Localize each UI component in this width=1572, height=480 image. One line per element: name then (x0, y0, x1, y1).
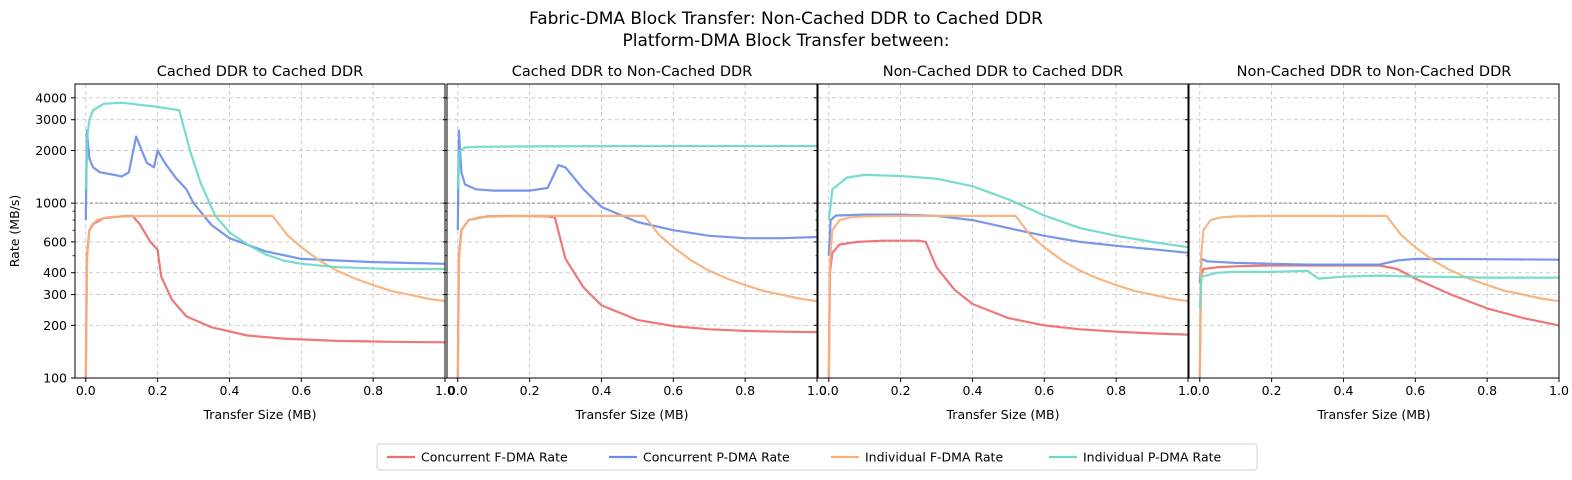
series-individual-f-dma-rate (827, 214, 1189, 379)
y-tick-label: 600 (43, 234, 67, 249)
series-concurrent-p-dma-rate (456, 129, 818, 240)
x-tick-label: 0.2 (1262, 383, 1282, 398)
x-tick-label: 0.8 (1477, 383, 1497, 398)
x-tick-label: 0.8 (735, 383, 755, 398)
panel-3: 0.0 0.2 0.4 0.6 0.8 1.0 Non-Cached DDR to Cach… (814, 64, 1198, 422)
figure-title-line1: Fabric-DMA Block Transfer: Non-Cached DD… (529, 9, 1043, 29)
series-individual-p-dma-rate (827, 173, 1189, 249)
x-tick-label: 1.0 (435, 383, 455, 398)
grid (1189, 84, 1560, 379)
legend-item: Concurrent F-DMA Rate (387, 450, 568, 465)
x-tick-label: 0.6 (663, 383, 683, 398)
axes-frame (817, 83, 1189, 379)
panel-title: Non-Cached DDR to Non-Cached DDR (1237, 64, 1512, 80)
legend-label: Concurrent P-DMA Rate (643, 450, 790, 465)
series-concurrent-f-dma-rate (84, 214, 446, 379)
series-individual-p-dma-rate (84, 101, 445, 271)
legend-item: Individual P-DMA Rate (1049, 450, 1222, 465)
legend-box (376, 443, 1258, 471)
series-individual-f-dma-rate (456, 214, 818, 379)
x-tick-label: 1.0 (807, 383, 827, 398)
x-axis-label: Transfer Size (MB) (575, 407, 689, 422)
panel-title: Non-Cached DDR to Cached DDR (883, 64, 1124, 80)
x-tick-label: 0.0 (1190, 383, 1210, 398)
y-tick-label: 100 (43, 371, 67, 386)
series-concurrent-f-dma-rate (827, 239, 1189, 379)
x-tick-label: 0.4 (220, 383, 240, 398)
x-tick-label: 0.4 (1334, 383, 1354, 398)
x-axis-label: Transfer Size (MB) (203, 407, 317, 422)
x-tick-label: 0.6 (291, 383, 311, 398)
x-tick-label: 0.0 (76, 383, 96, 398)
series-individual-f-dma-rate (1198, 214, 1560, 379)
series-individual-p-dma-rate (456, 145, 817, 190)
x-tick-label: 0.4 (963, 383, 983, 398)
y-tick-label: 4000 (35, 90, 67, 105)
x-tick-label: 0.0 (448, 383, 468, 398)
x-tick-label: 0.8 (1106, 383, 1126, 398)
x-tick-label: 0.0 (819, 383, 839, 398)
y-tick-label: 400 (43, 265, 67, 280)
series-concurrent-p-dma-rate (1198, 257, 1560, 283)
axes-frame (1188, 83, 1560, 379)
panel-1: 0.0 0.2 0.4 0.6 0.8 1.0 100 200 300 400 600 1000 200… (7, 64, 455, 422)
axes-frame (74, 83, 446, 379)
series-concurrent-p-dma-rate (827, 213, 1189, 256)
x-tick-label: 0.2 (148, 383, 168, 398)
panel-title: Cached DDR to Non-Cached DDR (512, 64, 753, 80)
panel-title: Cached DDR to Cached DDR (157, 64, 363, 80)
y-tick-label: 200 (43, 318, 67, 333)
legend-label: Individual P-DMA Rate (1083, 450, 1222, 465)
figure-title-line2: Platform-DMA Block Transfer between: (622, 31, 949, 51)
y-tick-label: 3000 (35, 112, 67, 127)
y-tick-label: 2000 (35, 143, 67, 158)
panels: 0.0 0.2 0.4 0.6 0.8 1.0 100 200 300 400 600 1000 200… (7, 64, 1569, 422)
x-tick-label: 0.2 (891, 383, 911, 398)
x-tick-label: 0.4 (592, 383, 612, 398)
legend-item: Individual F-DMA Rate (831, 450, 1003, 465)
y-tick-label: 300 (43, 287, 67, 302)
y-tick-label: 1000 (35, 196, 67, 211)
series-individual-f-dma-rate (84, 214, 446, 379)
panel-2: 0.0 0.2 0.4 0.6 0.8 1.0 Cached DDR to Non-Cach… (443, 64, 827, 422)
grid (818, 84, 1189, 379)
x-tick-label: 1.0 (1549, 383, 1569, 398)
axes-frame (446, 83, 818, 379)
panel-4: 0.0 0.2 0.4 0.6 0.8 1.0 Non-Cached DDR to Non-… (1185, 64, 1569, 422)
x-tick-label: 0.2 (520, 383, 540, 398)
series-individual-p-dma-rate (1198, 269, 1559, 309)
x-axis-label: Transfer Size (MB) (1317, 407, 1431, 422)
x-tick-label: 1.0 (1178, 383, 1198, 398)
series-concurrent-f-dma-rate (1198, 264, 1560, 379)
x-tick-label: 0.6 (1405, 383, 1425, 398)
series-concurrent-f-dma-rate (456, 214, 818, 379)
legend-item: Concurrent P-DMA Rate (609, 450, 790, 465)
x-axis-label: Transfer Size (MB) (946, 407, 1060, 422)
y-axis-label: Rate (MB/s) (7, 195, 22, 267)
legend-label: Individual F-DMA Rate (865, 450, 1003, 465)
x-tick-label: 0.8 (363, 383, 383, 398)
legend: Concurrent F-DMA Rate Concurrent P-DMA Ra… (376, 443, 1258, 471)
grid (447, 84, 818, 379)
legend-label: Concurrent F-DMA Rate (421, 450, 568, 465)
grid (75, 84, 446, 379)
x-tick-label: 0.6 (1034, 383, 1054, 398)
